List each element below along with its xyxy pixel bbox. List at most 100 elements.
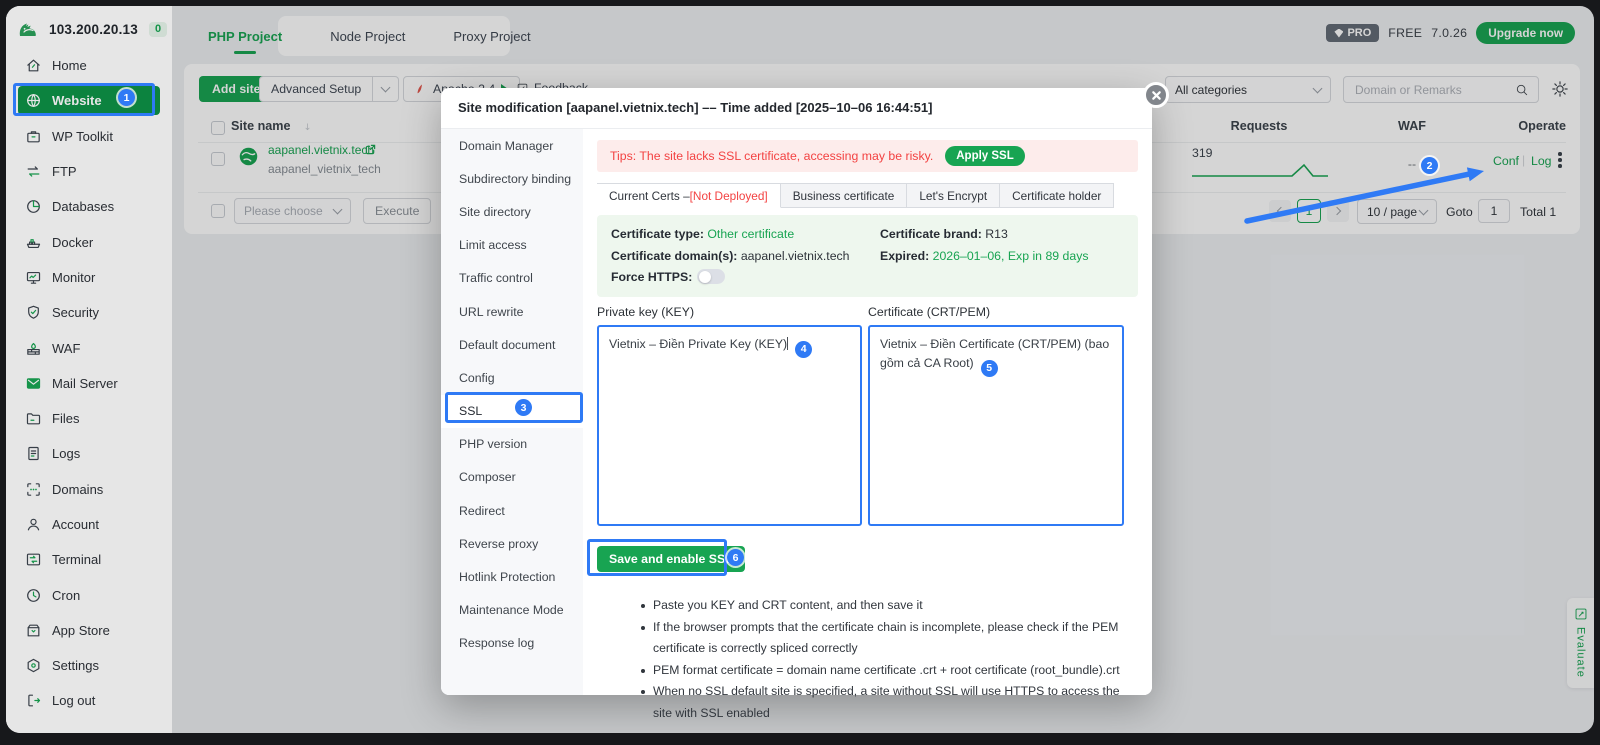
advanced-setup-dropdown[interactable] <box>373 76 400 102</box>
project-tab[interactable]: Node Project <box>330 28 406 44</box>
sidebar-item[interactable]: Databases <box>18 189 160 224</box>
dialog-menu-item[interactable]: Subdirectory binding <box>459 171 572 186</box>
sidebar-item[interactable]: Monitor <box>18 260 160 295</box>
certificate-domains: Certificate domain(s): aapanel.vietnix.t… <box>611 248 850 263</box>
sidebar-item[interactable]: Terminal <box>18 542 160 577</box>
ssl-warning-text: Tips: The site lacks SSL certificate, ac… <box>610 149 934 163</box>
site-globe-icon <box>239 147 258 166</box>
dialog-menu-item[interactable]: URL rewrite <box>459 304 524 319</box>
pro-badge[interactable]: PRO <box>1326 24 1380 42</box>
shield-icon <box>28 305 39 319</box>
project-tab[interactable]: PHP Project <box>184 16 306 56</box>
ssl-warning-bar: Tips: The site lacks SSL certificate, ac… <box>597 140 1138 172</box>
evaluate-button[interactable]: Evaluate <box>1567 598 1594 688</box>
certificate-tabs: Current Certs – [Not Deployed] Business … <box>597 183 1115 208</box>
close-icon[interactable] <box>1143 82 1169 108</box>
private-key-textarea[interactable]: Vietnix – Điền Private Key (KEY) 4 <box>597 325 862 526</box>
project-tabs: PHP Project Node Project Proxy Project <box>184 16 555 56</box>
folder-icon <box>26 413 41 425</box>
sidebar-item[interactable]: FTP <box>18 154 160 189</box>
site-domain-link[interactable]: aapanel.vietnix.tech <box>268 143 375 157</box>
sidebar-item[interactable]: WP Toolkit <box>18 119 160 154</box>
document-icon <box>28 447 39 461</box>
sidebar-item[interactable]: WAF <box>18 330 160 365</box>
certificate-brand: Certificate brand: R13 <box>880 227 1008 241</box>
certificate-tab[interactable]: Business certificate <box>780 183 908 208</box>
sidebar-item[interactable]: Domains <box>18 472 160 507</box>
conf-link[interactable]: Conf <box>1493 154 1519 168</box>
sidebar-item[interactable]: Home <box>18 48 160 83</box>
external-link-icon[interactable] <box>365 144 376 155</box>
table-settings-gear-icon[interactable] <box>1551 80 1569 98</box>
dialog-menu-item[interactable]: PHP version <box>459 437 528 452</box>
sidebar-item[interactable]: Docker <box>18 224 160 259</box>
dialog-menu-item[interactable]: Limit access <box>459 238 527 253</box>
certificate-tab[interactable]: Certificate holder <box>1000 183 1115 208</box>
ssl-note: PEM format certificate = domain name cer… <box>637 660 1127 682</box>
dialog-menu-item[interactable]: Composer <box>459 470 516 485</box>
monitor-icon <box>26 271 41 284</box>
sidebar-item[interactable]: Log out <box>18 683 160 718</box>
message-count-badge[interactable]: 0 <box>148 21 168 37</box>
annotation-badge-4: 4 <box>795 341 813 358</box>
ssl-panel: Tips: The site lacks SSL certificate, ac… <box>583 129 1152 720</box>
dialog-menu-item[interactable]: Hotlink Protection <box>459 570 556 585</box>
dialog-menu-item[interactable]: Reverse proxy <box>459 536 539 551</box>
dialog-menu-item[interactable]: Domain Manager <box>459 138 554 153</box>
batch-action-select[interactable]: Please choose <box>234 198 351 224</box>
advanced-setup-button[interactable]: Advanced Setup <box>259 76 374 102</box>
plan-label: FREE <box>1388 26 1423 40</box>
dialog-menu-item[interactable]: Redirect <box>459 503 505 518</box>
certificate-tab[interactable]: Current Certs – [Not Deployed] <box>597 183 781 208</box>
batch-checkbox[interactable] <box>211 204 225 218</box>
requests-value: 319 <box>1192 146 1213 160</box>
version-label: 7.0.26 <box>1431 26 1468 40</box>
server-header[interactable]: 103.200.20.13 0 <box>6 6 172 46</box>
divider <box>441 128 1152 129</box>
column-waf: WAF <box>1398 119 1426 133</box>
dialog-menu-item[interactable]: Maintenance Mode <box>459 603 564 618</box>
search-input[interactable] <box>1353 81 1515 98</box>
goto-page-input[interactable] <box>1478 199 1510 223</box>
sidebar-item[interactable]: Files <box>18 401 160 436</box>
store-icon <box>27 624 40 637</box>
dialog-menu-item[interactable]: Traffic control <box>459 271 533 286</box>
sidebar-item[interactable]: Mail Server <box>18 366 160 401</box>
sidebar-item[interactable]: Cron <box>18 577 160 612</box>
category-filter-select[interactable]: All categories <box>1165 76 1331 103</box>
certificate-tab[interactable]: Let's Encrypt <box>907 183 1001 208</box>
column-site-name[interactable]: Site name <box>231 119 291 133</box>
row-more-menu-icon[interactable] <box>1555 149 1565 171</box>
ssl-notes-list: Paste you KEY and CRT content, and then … <box>597 595 1127 724</box>
certificate-textarea[interactable]: Vietnix – Điền Certificate (CRT/PEM) (ba… <box>868 325 1124 526</box>
log-link[interactable]: Log <box>1531 154 1552 168</box>
sort-icon[interactable] <box>302 121 313 133</box>
sidebar-item[interactable]: Settings <box>18 648 160 683</box>
dialog-menu-item[interactable]: Default document <box>459 337 556 352</box>
dialog-menu-item[interactable]: Config <box>459 370 495 385</box>
private-key-text: Vietnix – Điền Private Key (KEY) <box>609 337 788 351</box>
site-remark: aapanel_vietnix_tech <box>268 162 381 176</box>
dialog-menu-item[interactable]: Site directory <box>459 204 531 219</box>
save-enable-ssl-button[interactable]: Save and enable SSL <box>597 546 745 572</box>
project-tab[interactable]: Proxy Project <box>453 28 531 44</box>
apply-ssl-button[interactable]: Apply SSL <box>945 146 1025 166</box>
sidebar-item[interactable]: Logs <box>18 436 160 471</box>
column-operate: Operate <box>1518 119 1566 133</box>
dialog-menu-item[interactable]: SSL <box>441 394 583 428</box>
row-checkbox[interactable] <box>211 152 225 166</box>
column-requests: Requests <box>1230 119 1288 133</box>
sidebar-item[interactable]: App Store <box>18 613 160 648</box>
force-https-toggle[interactable] <box>697 269 726 284</box>
sidebar-item[interactable]: Security <box>18 295 160 330</box>
sidebar-item[interactable]: Account <box>18 507 160 542</box>
sidebar-item[interactable]: Website <box>18 86 160 116</box>
execute-button[interactable]: Execute <box>363 198 432 224</box>
certificate-label: Certificate (CRT/PEM) <box>868 305 991 319</box>
divider: | <box>1522 153 1526 167</box>
ssl-note: Paste you KEY and CRT content, and then … <box>637 595 1127 617</box>
search-icon[interactable] <box>1515 83 1529 97</box>
upgrade-button[interactable]: Upgrade now <box>1476 22 1575 44</box>
dialog-menu-item[interactable]: Response log <box>459 636 535 651</box>
select-all-checkbox[interactable] <box>211 121 225 135</box>
